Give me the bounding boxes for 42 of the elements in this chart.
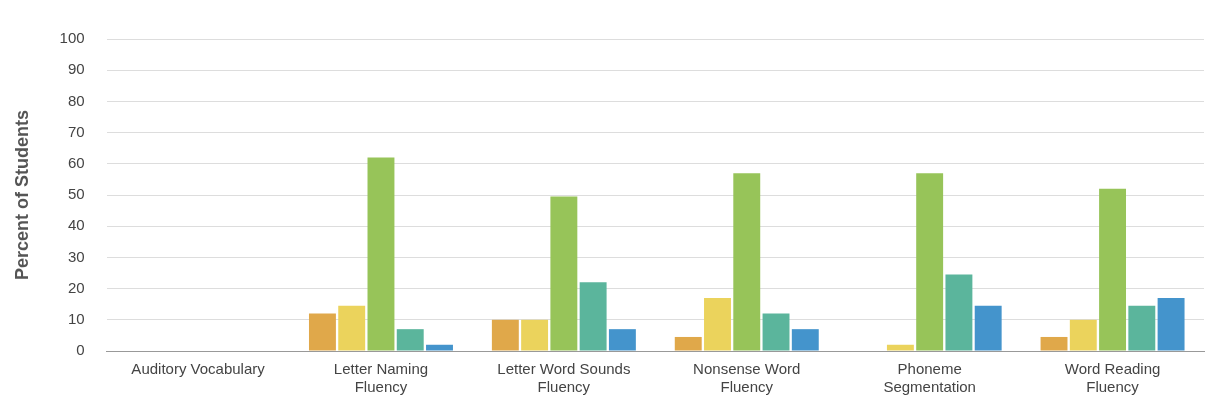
bar [608,329,636,351]
x-tick-label: Letter Naming Fluency [333,360,429,396]
y-tick-label: 70 [67,122,85,140]
x-tick-label: Word Reading Fluency [1064,360,1161,396]
bar [521,319,549,351]
bar [733,173,761,351]
bar [762,313,790,351]
bar [1128,305,1156,351]
bar [338,305,366,351]
bar [1040,336,1068,351]
bar [1069,319,1097,351]
bar [491,319,519,351]
y-tick-label: 100 [59,29,85,47]
y-tick-label: 60 [67,153,85,171]
bar [426,344,453,351]
bar [579,282,607,351]
bar [886,344,914,351]
bar [1099,188,1127,351]
bar [791,329,819,351]
y-tick-label: 40 [67,216,85,234]
bar [974,305,1002,351]
x-tick-label: Auditory Vocabulary [131,360,266,378]
bar [945,274,973,351]
y-tick-label: 20 [67,278,85,296]
y-tick-label: 90 [67,60,85,78]
bar [396,329,424,351]
bar [916,173,944,351]
x-tick-label: Letter Word Sounds Fluency [497,360,631,396]
bar [367,157,395,351]
y-tick-label: 0 [76,341,85,359]
bar [1157,297,1185,351]
bar [674,336,702,351]
bar [308,313,336,351]
y-tick-label: 50 [67,185,85,203]
y-axis-title: Percent of Students [11,109,32,281]
x-tick-label: Nonsense Word Fluency [693,360,801,396]
bar [550,196,578,351]
y-tick-label: 30 [67,247,85,265]
y-tick-label: 10 [67,309,85,327]
bar [704,297,731,351]
x-tick-label: Phoneme Segmentation [883,360,976,396]
y-tick-label: 80 [67,91,85,109]
